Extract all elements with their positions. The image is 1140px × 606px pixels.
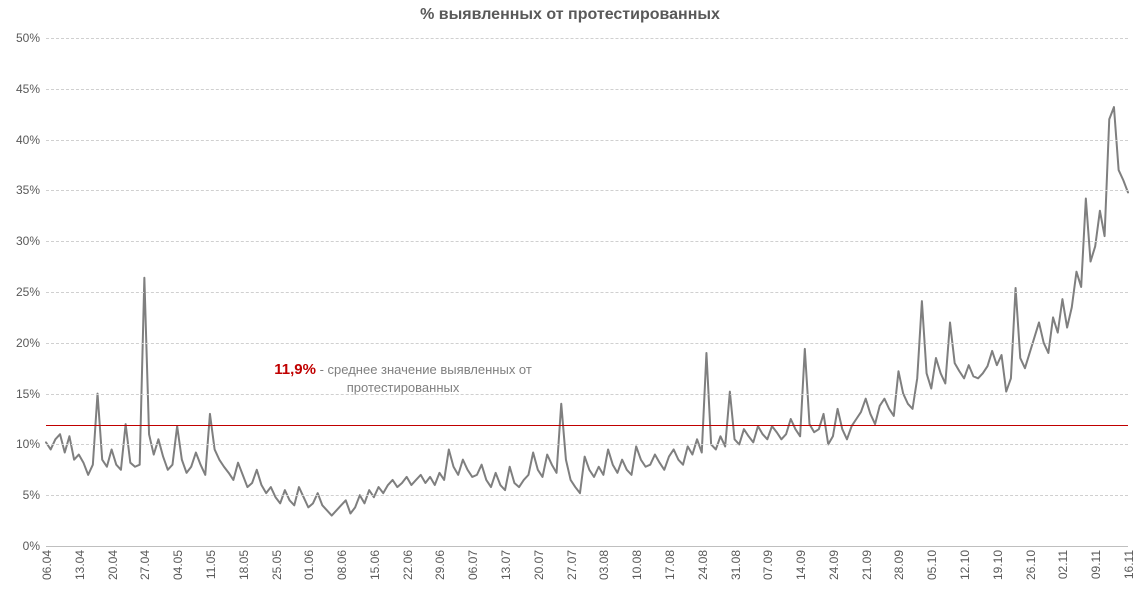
x-tick-label: 20.07 bbox=[532, 550, 546, 580]
x-tick-label: 17.08 bbox=[663, 550, 677, 580]
y-gridline bbox=[46, 495, 1128, 496]
y-gridline bbox=[46, 444, 1128, 445]
x-tick-label: 01.06 bbox=[302, 550, 316, 580]
x-tick-label: 27.07 bbox=[565, 550, 579, 580]
x-tick-label: 08.06 bbox=[335, 550, 349, 580]
x-tick-label: 29.06 bbox=[433, 550, 447, 580]
x-tick-label: 10.08 bbox=[630, 550, 644, 580]
x-tick-label: 02.11 bbox=[1056, 550, 1070, 579]
x-tick-label: 11.05 bbox=[204, 550, 218, 579]
x-tick-label: 21.09 bbox=[860, 550, 874, 580]
y-gridline bbox=[46, 140, 1128, 141]
x-tick-label: 16.11 bbox=[1122, 550, 1136, 579]
y-gridline bbox=[46, 89, 1128, 90]
y-tick-label: 25% bbox=[16, 285, 46, 299]
reference-line bbox=[46, 425, 1128, 426]
annotation-text: - среднее значение выявленных от протест… bbox=[316, 362, 532, 395]
x-tick-label: 20.04 bbox=[106, 550, 120, 580]
y-gridline bbox=[46, 292, 1128, 293]
y-tick-label: 30% bbox=[16, 234, 46, 248]
x-tick-label: 31.08 bbox=[729, 550, 743, 580]
x-tick-label: 25.05 bbox=[270, 550, 284, 580]
x-tick-label: 14.09 bbox=[794, 550, 808, 580]
x-tick-label: 24.08 bbox=[696, 550, 710, 580]
y-tick-label: 15% bbox=[16, 387, 46, 401]
chart-title: % выявленных от протестированных bbox=[0, 6, 1140, 24]
y-tick-label: 20% bbox=[16, 336, 46, 350]
plot-area: 06.0413.0420.0427.0404.0511.0518.0525.05… bbox=[46, 38, 1128, 546]
x-tick-label: 06.04 bbox=[40, 550, 54, 580]
x-tick-label: 07.09 bbox=[761, 550, 775, 580]
y-gridline bbox=[46, 394, 1128, 395]
y-tick-label: 0% bbox=[23, 539, 46, 553]
x-tick-label: 13.04 bbox=[73, 550, 87, 580]
x-tick-label: 18.05 bbox=[237, 550, 251, 580]
x-tick-label: 24.09 bbox=[827, 550, 841, 580]
x-tick-label: 09.11 bbox=[1089, 550, 1103, 579]
x-axis-baseline bbox=[46, 546, 1128, 547]
x-tick-label: 26.10 bbox=[1024, 550, 1038, 580]
y-gridline bbox=[46, 190, 1128, 191]
reference-annotation: 11,9% - среднее значение выявленных от п… bbox=[223, 361, 583, 397]
y-tick-label: 35% bbox=[16, 183, 46, 197]
chart-container: % выявленных от протестированных 06.0413… bbox=[0, 0, 1140, 606]
annotation-value: 11,9% bbox=[274, 361, 316, 378]
y-tick-label: 10% bbox=[16, 437, 46, 451]
x-tick-label: 06.07 bbox=[466, 550, 480, 580]
x-tick-label: 13.07 bbox=[499, 550, 513, 580]
x-tick-label: 22.06 bbox=[401, 550, 415, 580]
x-tick-label: 28.09 bbox=[892, 550, 906, 580]
y-gridline bbox=[46, 241, 1128, 242]
x-tick-label: 05.10 bbox=[925, 550, 939, 580]
series-polyline bbox=[46, 107, 1128, 515]
x-tick-label: 27.04 bbox=[138, 550, 152, 580]
x-tick-label: 15.06 bbox=[368, 550, 382, 580]
y-tick-label: 50% bbox=[16, 31, 46, 45]
y-gridline bbox=[46, 38, 1128, 39]
x-tick-label: 19.10 bbox=[991, 550, 1005, 580]
x-tick-label: 03.08 bbox=[597, 550, 611, 580]
y-tick-label: 40% bbox=[16, 133, 46, 147]
x-tick-label: 04.05 bbox=[171, 550, 185, 580]
y-gridline bbox=[46, 343, 1128, 344]
y-tick-label: 45% bbox=[16, 82, 46, 96]
y-tick-label: 5% bbox=[23, 488, 46, 502]
x-tick-label: 12.10 bbox=[958, 550, 972, 580]
